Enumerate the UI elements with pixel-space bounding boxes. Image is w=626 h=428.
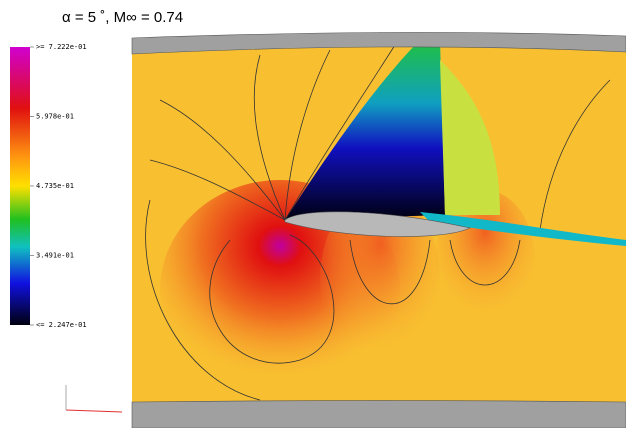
colorbar-tick-label: 4.735e-01 — [36, 182, 74, 190]
field — [132, 32, 626, 428]
colorbar-tick-label: >= 7.222e-01 — [36, 43, 87, 51]
colorbar-tick-label: 5.978e-01 — [36, 113, 74, 121]
colorbar — [10, 47, 30, 325]
figure: α = 5 ˚, M∞ = 0.74 >= 7.222e-01 5.978e-01… — [0, 0, 626, 428]
page: α = 5 ˚, M∞ = 0.74 >= 7.222e-01 5.978e-01… — [0, 0, 626, 428]
colorbar-tick-label: 3.491e-01 — [36, 251, 74, 259]
axes-triad — [66, 385, 122, 412]
colorbar-tick-label: <= 2.247e-01 — [36, 321, 87, 329]
title: α = 5 ˚, M∞ = 0.74 — [62, 9, 183, 26]
